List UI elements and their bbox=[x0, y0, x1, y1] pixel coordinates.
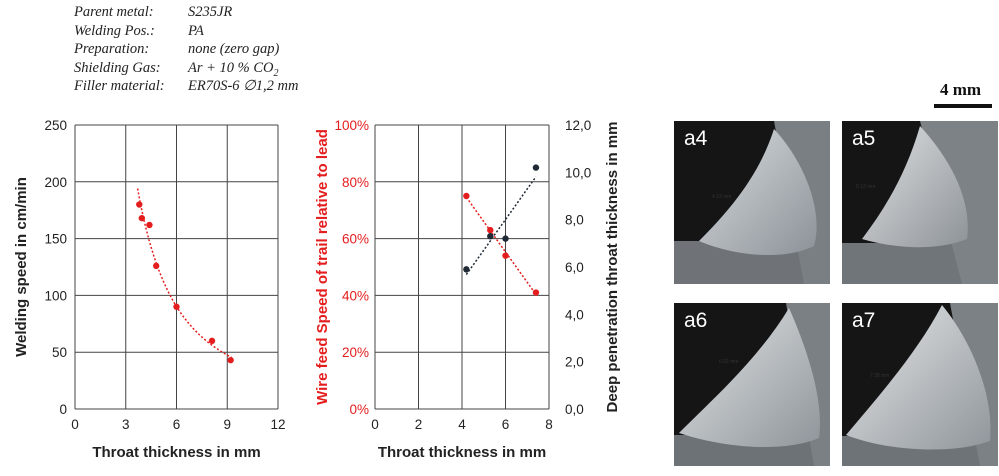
param-value: ER70S-6 ∅1,2 mm bbox=[188, 78, 299, 94]
y-left-tick-label: 20% bbox=[342, 345, 369, 360]
measure-label: 5.12 mm bbox=[856, 184, 876, 190]
x-axis-title: Throat thickness in mm bbox=[378, 444, 546, 461]
param-value: Ar + 10 % CO2 bbox=[188, 60, 279, 79]
y-right-axis-title: Deep penetration throat thickness in mm bbox=[604, 122, 621, 413]
x-tick-label: 6 bbox=[173, 417, 181, 432]
measure-label: 7.38 mm bbox=[870, 373, 890, 379]
y-right-tick-label: 8,0 bbox=[565, 213, 584, 228]
micrograph-label: a6 bbox=[684, 309, 708, 332]
micrograph-a5: a5 5.12 mm bbox=[842, 121, 998, 284]
data-point bbox=[173, 303, 180, 310]
data-point bbox=[463, 192, 470, 200]
data-point bbox=[138, 214, 146, 222]
data-point bbox=[136, 201, 143, 208]
micrograph-a6: a6 6.02 mm bbox=[674, 303, 830, 466]
macro-section-graphic bbox=[842, 121, 998, 284]
y-left-tick-label: 0% bbox=[349, 402, 369, 417]
micrograph-label: a7 bbox=[852, 309, 876, 332]
data-point bbox=[463, 266, 470, 273]
data-point bbox=[502, 252, 509, 259]
data-point bbox=[487, 226, 494, 234]
x-tick-label: 3 bbox=[122, 417, 130, 432]
micrograph-a4: a4 4.22 mm bbox=[674, 121, 830, 284]
x-axis-title: Throat thickness in mm bbox=[92, 444, 260, 461]
y-left-axis-title: Wire feed Speed of trail relative to lea… bbox=[314, 129, 331, 405]
scale-bar-label: 4 mm bbox=[940, 80, 982, 99]
param-value: none (zero gap) bbox=[188, 41, 280, 57]
param-label: Preparation: bbox=[74, 41, 150, 57]
data-point bbox=[502, 235, 509, 242]
macro-section-graphic bbox=[842, 303, 998, 466]
y-tick-label: 100 bbox=[44, 288, 67, 303]
data-point bbox=[153, 262, 160, 270]
y-right-tick-label: 0,0 bbox=[565, 402, 584, 417]
trendline bbox=[465, 196, 537, 295]
param-label: Filler material: bbox=[74, 78, 165, 94]
x-tick-label: 8 bbox=[545, 417, 553, 432]
x-tick-label: 0 bbox=[371, 417, 379, 432]
y-right-tick-label: 2,0 bbox=[565, 355, 584, 370]
micrograph-label: a5 bbox=[852, 127, 876, 150]
data-point bbox=[532, 289, 540, 296]
data-point bbox=[227, 356, 234, 364]
y-left-tick-label: 40% bbox=[342, 288, 369, 303]
x-tick-label: 2 bbox=[415, 417, 423, 432]
scale-bar bbox=[934, 104, 992, 108]
micrograph-a7: a7 7.38 mm bbox=[842, 303, 998, 466]
param-label: Shielding Gas: bbox=[74, 59, 161, 76]
gas-value: Ar + 10 % CO bbox=[188, 59, 274, 76]
data-point bbox=[208, 337, 216, 345]
trendline bbox=[136, 188, 232, 358]
y-tick-label: 50 bbox=[52, 345, 67, 360]
y-tick-label: 250 bbox=[44, 118, 67, 133]
y-right-tick-label: 6,0 bbox=[565, 260, 584, 275]
param-value: PA bbox=[188, 22, 204, 39]
gas-subscript: 2 bbox=[273, 67, 279, 79]
y-left-tick-label: 100% bbox=[334, 118, 369, 133]
data-point bbox=[532, 164, 540, 171]
measure-label: 6.02 mm bbox=[719, 359, 739, 365]
param-value: S235JR bbox=[188, 4, 233, 20]
trendline bbox=[465, 176, 537, 276]
y-right-tick-label: 4,0 bbox=[565, 307, 584, 322]
macro-section-graphic bbox=[674, 303, 830, 466]
x-tick-label: 6 bbox=[502, 417, 510, 432]
wire-feed-chart: 0 2 4 6 80%20%40%60%80%100%0,02,04,06,08,010… bbox=[314, 118, 621, 461]
y-right-tick-label: 12,0 bbox=[565, 118, 591, 133]
x-tick-label: 0 bbox=[71, 417, 79, 432]
y-tick-label: 150 bbox=[44, 232, 67, 247]
y-right-tick-label: 10,0 bbox=[565, 165, 591, 180]
y-tick-label: 200 bbox=[44, 175, 67, 190]
param-label: Welding Pos.: bbox=[74, 22, 155, 39]
x-tick-label: 12 bbox=[270, 417, 285, 432]
x-tick-label: 4 bbox=[458, 417, 466, 432]
data-point bbox=[146, 221, 153, 229]
y-left-tick-label: 60% bbox=[342, 232, 369, 247]
micrograph-label: a4 bbox=[684, 127, 708, 150]
macro-section-graphic bbox=[674, 121, 830, 284]
y-tick-label: 0 bbox=[59, 402, 67, 417]
y-axis-title: Welding speed in cm/min bbox=[13, 177, 30, 357]
param-label: Parent metal: bbox=[74, 4, 154, 20]
x-tick-label: 9 bbox=[223, 417, 231, 432]
welding-speed-chart: 0 3 6 9 12 0 50 100 150 200 250 Throat thickness in… bbox=[13, 118, 286, 461]
data-point bbox=[487, 233, 494, 240]
y-left-tick-label: 80% bbox=[342, 175, 369, 190]
measure-label: 4.22 mm bbox=[712, 194, 732, 200]
